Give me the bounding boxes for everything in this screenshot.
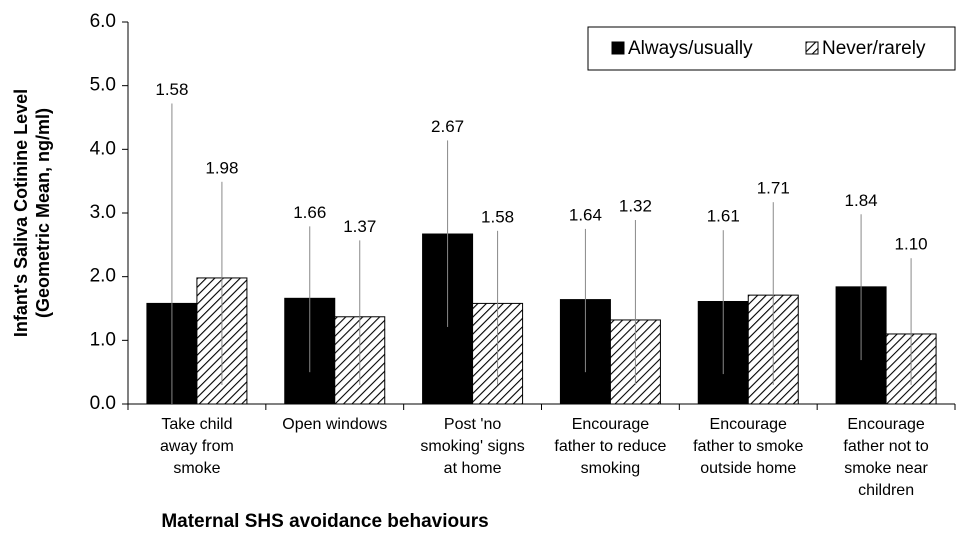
- y-axis-label-line: Infant's Saliva Cotinine Level: [11, 89, 31, 337]
- legend-label: Always/usually: [628, 38, 753, 59]
- legend-swatch: [611, 41, 625, 55]
- value-label: 1.58: [155, 80, 188, 99]
- x-tick-label: Encourage: [710, 416, 787, 433]
- x-tick-label: Encourage: [847, 416, 924, 433]
- x-tick-label: at home: [444, 460, 502, 477]
- x-tick-label: smoking: [581, 460, 641, 477]
- x-tick-label: father not to: [843, 438, 928, 455]
- y-tick-label: 0.0: [90, 393, 116, 414]
- x-tick-label: away from: [160, 438, 234, 455]
- y-axis-label: Infant's Saliva Cotinine Level (Geometri…: [11, 89, 53, 337]
- legend-label: Never/rarely: [822, 38, 926, 59]
- x-tick-label: Take child: [161, 416, 232, 433]
- x-tick-label: Post 'no: [444, 416, 501, 433]
- value-label: 1.61: [707, 207, 740, 226]
- value-label: 1.37: [343, 217, 376, 236]
- x-tick-label: smoking' signs: [420, 438, 524, 455]
- value-label: 1.84: [845, 191, 878, 210]
- y-tick-label: 4.0: [90, 138, 116, 159]
- x-axis-label: Maternal SHS avoidance behaviours: [161, 511, 488, 532]
- y-tick-label: 1.0: [90, 329, 116, 350]
- legend-swatch: [805, 41, 819, 55]
- x-tick-label: Open windows: [282, 416, 387, 433]
- legend-box: [587, 26, 956, 71]
- x-tick-label: smoke near: [844, 460, 928, 477]
- value-label: 1.32: [619, 196, 652, 215]
- x-tick-label: outside home: [700, 460, 796, 477]
- x-tick-label: father to smoke: [693, 438, 803, 455]
- value-label: 2.67: [431, 117, 464, 136]
- value-label: 1.58: [481, 207, 514, 226]
- value-label: 1.71: [757, 179, 790, 198]
- value-label: 1.10: [895, 235, 928, 254]
- x-tick-label: father to reduce: [554, 438, 666, 455]
- value-label: 1.64: [569, 205, 602, 224]
- x-tick-label: children: [858, 482, 914, 499]
- legend: Always/usually Never/rarely: [587, 26, 956, 71]
- x-tick-label: Encourage: [572, 416, 649, 433]
- y-tick-label: 5.0: [90, 75, 116, 96]
- y-tick-label: 2.0: [90, 266, 116, 287]
- value-label: 1.66: [293, 203, 326, 222]
- y-tick-label: 3.0: [90, 202, 116, 223]
- x-tick-label: smoke: [173, 460, 220, 477]
- y-axis-label-line: (Geometric Mean, ng/ml): [33, 108, 53, 318]
- value-label: 1.98: [205, 158, 238, 177]
- y-tick-label: 6.0: [90, 11, 116, 32]
